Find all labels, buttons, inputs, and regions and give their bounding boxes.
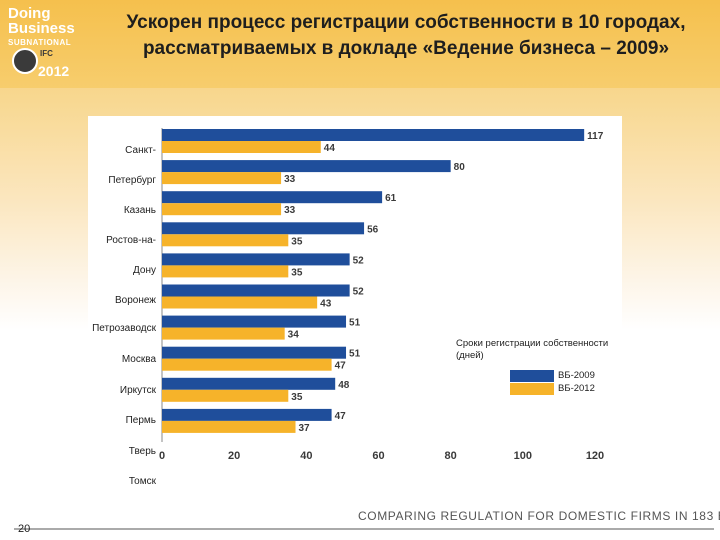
x-tick-label-60: 60	[372, 450, 384, 462]
slide-number: 20	[18, 523, 31, 535]
legend-label-2009: ВБ-2009	[558, 370, 595, 381]
data-label-ВБ-2012-2: 33	[284, 205, 296, 216]
bar-ВБ-2009-5	[162, 284, 350, 297]
data-label-ВБ-2012-1: 33	[284, 174, 296, 185]
data-label-ВБ-2012-0: 44	[324, 143, 336, 154]
data-label-ВБ-2012-3: 35	[291, 236, 303, 247]
data-label-ВБ-2012-6: 34	[288, 330, 300, 341]
data-label-ВБ-2009-3: 56	[367, 224, 379, 235]
bar-ВБ-2012-1	[162, 172, 282, 185]
data-label-ВБ-2012-9: 37	[299, 423, 311, 434]
bar-ВБ-2009-9	[162, 408, 332, 421]
footer-tagline: COMPARING REGULATION FOR DOMESTIC FIRMS …	[358, 509, 720, 523]
title-line-1: Ускорен процесс регистрации собственност…	[126, 12, 686, 33]
page-title: Ускорен процесс регистрации собственност…	[96, 10, 716, 62]
bar-ВБ-2012-7	[162, 358, 332, 371]
bar-ВБ-2012-0	[162, 141, 321, 153]
data-label-ВБ-2009-0: 117	[587, 131, 604, 142]
city-label: Петрозаводск	[92, 323, 156, 334]
data-label-ВБ-2012-8: 35	[291, 392, 303, 403]
legend-swatch-2009	[510, 370, 554, 382]
data-label-ВБ-2009-6: 51	[349, 318, 361, 329]
logo-line-3: SUBNATIONAL	[8, 38, 72, 47]
bar-ВБ-2009-8	[162, 377, 336, 390]
data-label-ВБ-2009-8: 48	[338, 380, 350, 391]
x-tick-label-20: 20	[228, 450, 240, 462]
city-label: Дону	[133, 265, 156, 276]
city-label: Москва	[121, 354, 156, 365]
bar-ВБ-2009-4	[162, 253, 350, 266]
x-tick-label-40: 40	[300, 450, 312, 462]
bar-ВБ-2009-7	[162, 346, 347, 359]
city-label: Казань	[123, 205, 156, 216]
footer-divider	[14, 528, 714, 530]
x-tick-label-120: 120	[586, 450, 604, 462]
city-label: Воронеж	[114, 295, 156, 306]
x-tick-label-0: 0	[159, 450, 165, 462]
logo-line-2: Business	[8, 20, 75, 37]
x-tick-label-80: 80	[445, 450, 457, 462]
doing-business-logo: Doing Business SUBNATIONAL IFC 2012	[8, 6, 86, 82]
logo-year: 2012	[38, 63, 70, 79]
bar-ВБ-2012-6	[162, 327, 285, 340]
x-tick-label-100: 100	[514, 450, 532, 462]
data-label-ВБ-2009-9: 47	[335, 411, 347, 422]
bar-ВБ-2012-8	[162, 389, 289, 402]
header-band	[0, 0, 720, 88]
data-label-ВБ-2009-2: 61	[385, 193, 397, 204]
data-label-ВБ-2009-5: 52	[353, 287, 365, 298]
bar-ВБ-2012-3	[162, 234, 289, 247]
logo-line-1: Doing	[8, 5, 51, 22]
bar-ВБ-2012-9	[162, 420, 296, 433]
legend-label-2012: ВБ-2012	[558, 383, 595, 394]
bar-ВБ-2009-6	[162, 315, 347, 328]
city-label: Санкт-	[125, 145, 156, 156]
bar-ВБ-2012-5	[162, 296, 318, 309]
city-label: Иркутск	[119, 385, 156, 396]
city-label: Томск	[128, 476, 156, 487]
legend-title: Сроки регистрации собственности (дней)	[456, 338, 609, 361]
data-label-ВБ-2009-4: 52	[353, 255, 365, 266]
logo-ifc: IFC	[40, 49, 53, 58]
bar-ВБ-2009-3	[162, 222, 365, 235]
title-line-2: рассматриваемых в докладе «Ведение бизне…	[142, 38, 670, 59]
city-label: Пермь	[125, 415, 156, 426]
legend-swatch-2012	[510, 383, 554, 395]
city-label: Ростов-на-	[106, 235, 156, 246]
bar-ВБ-2009-1	[162, 160, 451, 173]
data-label-ВБ-2012-4: 35	[291, 267, 303, 278]
bar-ВБ-2012-4	[162, 265, 289, 278]
data-label-ВБ-2009-7: 51	[349, 349, 361, 360]
data-label-ВБ-2012-5: 43	[320, 299, 332, 310]
bar-ВБ-2009-2	[162, 191, 383, 204]
data-label-ВБ-2009-1: 80	[454, 162, 466, 173]
bar-ВБ-2012-2	[162, 203, 282, 216]
bar-ВБ-2009-0	[162, 129, 585, 141]
data-label-ВБ-2012-7: 47	[335, 361, 347, 372]
city-label: Петербург	[108, 175, 156, 186]
city-label: Тверь	[128, 446, 156, 457]
world-bank-emblem-icon	[12, 48, 38, 74]
